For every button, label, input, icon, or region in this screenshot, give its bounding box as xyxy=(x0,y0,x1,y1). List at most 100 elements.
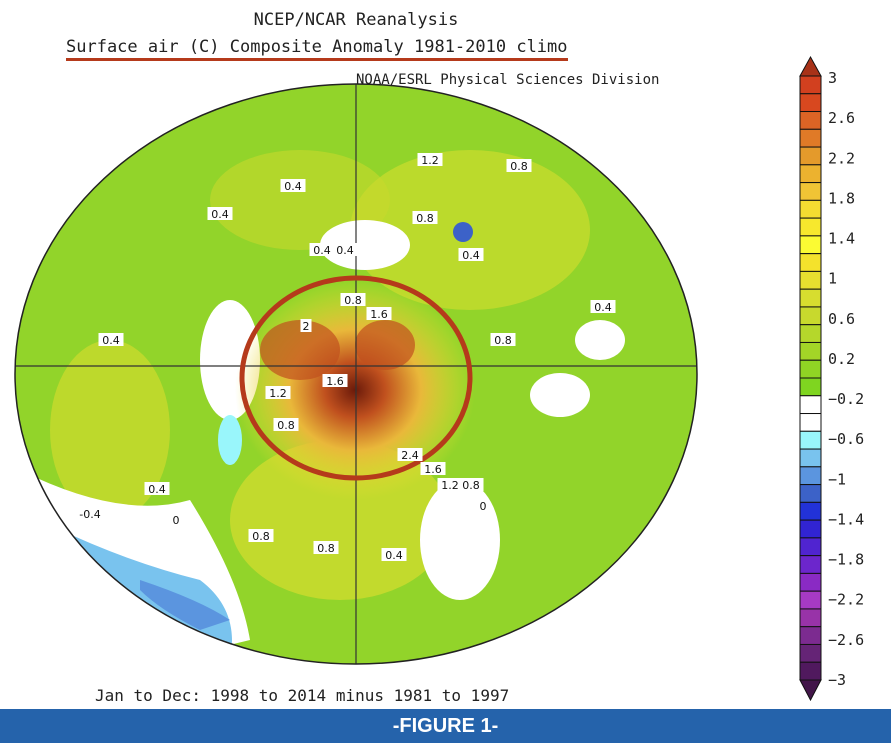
colorbar-tick-label: 0.2 xyxy=(828,350,855,368)
contour-label-bg xyxy=(309,243,335,256)
colorbar-swatch xyxy=(799,608,822,628)
contour-label-bg xyxy=(322,374,348,387)
colorbar-swatch xyxy=(799,93,822,113)
colorbar-swatch xyxy=(799,341,822,361)
contour-label: 2 xyxy=(303,320,310,333)
contour-label: 0.8 xyxy=(494,334,512,347)
contour-label: 0 xyxy=(173,514,180,527)
colorbar-tick-label: −2.2 xyxy=(828,591,864,609)
chart-title: NCEP/NCAR Reanalysis xyxy=(253,10,459,30)
colorbar-tick-label: −2.6 xyxy=(828,631,864,649)
colorbar-swatch xyxy=(799,519,822,539)
contour-label: 0.4 xyxy=(211,208,229,221)
contour-label-bg xyxy=(170,513,182,526)
colorbar-tick-label: 1.4 xyxy=(828,230,855,248)
contour-label: 0.4 xyxy=(385,549,403,562)
contour-label: 1.2 xyxy=(269,387,287,400)
colorbar-swatch xyxy=(799,288,822,308)
contour-label-bg xyxy=(412,211,438,224)
contour-label: 0.4 xyxy=(336,244,354,257)
chart-subtitle: Surface air (C) Composite Anomaly 1981-2… xyxy=(66,37,568,61)
contour-label: 0 xyxy=(480,500,487,513)
colorbar-swatch xyxy=(799,111,822,130)
contour-label-bg xyxy=(458,248,484,261)
contour-label: 0.4 xyxy=(102,334,120,347)
contour-label-bg xyxy=(366,307,392,320)
contour-label-bg xyxy=(340,293,366,306)
contour-label: 0.8 xyxy=(462,479,480,492)
map-boundary xyxy=(14,83,698,665)
contour-label-bg xyxy=(381,548,407,561)
colorbar-swatch xyxy=(799,324,822,343)
contour-label-bg xyxy=(207,207,233,220)
colorbar-tick-label: 0.6 xyxy=(828,310,855,328)
colorbar-swatch xyxy=(799,164,822,184)
contour-label-bg xyxy=(397,448,423,461)
contour-label: 1.2 xyxy=(441,479,459,492)
colorbar-swatch xyxy=(799,75,822,95)
colorbar-swatch xyxy=(799,395,822,415)
colorbar-swatch xyxy=(799,590,822,610)
colorbar-swatch xyxy=(799,377,822,397)
colorbar-swatch xyxy=(799,484,822,503)
contour-labels: 0.40.41.2 0.80.80.4 0.4 0.40.40.40.81.620.8… xyxy=(74,153,616,562)
colorbar-tick-label: −0.2 xyxy=(828,390,864,408)
contour-label: 2.4 xyxy=(401,449,419,462)
contour-label: -0.4 xyxy=(79,508,100,521)
colorbar-swatch xyxy=(799,413,822,432)
contour-label-bg xyxy=(477,499,489,512)
figure-label: -FIGURE 1- xyxy=(0,709,891,743)
colorbar-tick-label: −0.6 xyxy=(828,430,864,448)
contour-label-bg xyxy=(437,478,463,491)
colorbar-top-arrow xyxy=(799,55,822,77)
contour-label-bg xyxy=(590,300,616,313)
contour-label: 0.8 xyxy=(277,419,295,432)
colorbar-tick-label: −1 xyxy=(828,470,846,488)
colorbar-tick-label: 1 xyxy=(828,270,837,288)
colorbar-swatch xyxy=(799,199,822,219)
date-range-caption: Jan to Dec: 1998 to 2014 minus 1981 to 1… xyxy=(95,686,510,705)
colorbar-swatch xyxy=(799,146,822,166)
contour-label: 1.6 xyxy=(424,463,442,476)
colorbar-swatch xyxy=(799,626,822,645)
contour-label-bg xyxy=(300,319,312,332)
colorbar-swatch xyxy=(799,537,822,557)
colorbar-tick-label: 2.6 xyxy=(828,109,855,127)
contour-label-bg xyxy=(144,482,170,495)
colorbar: 3 2.6 2.2 1.8 1.4 1 0.6 0.2 −0.2 −0.6 −1 −1.4 −1.8 −2… xyxy=(799,55,864,702)
colorbar-tick-label: 3 xyxy=(828,69,837,87)
contour-label-bg xyxy=(74,507,106,520)
colorbar-swatch xyxy=(799,643,822,663)
colorbar-swatch xyxy=(799,182,822,201)
contour-label: 1.2 xyxy=(421,154,439,167)
colorbar-tick-label: 2.2 xyxy=(828,149,855,167)
contour-label-bg xyxy=(332,243,358,256)
contour-label-bg xyxy=(490,333,516,346)
contour-label-bg xyxy=(248,529,274,542)
colorbar-swatch xyxy=(799,270,822,290)
contour-label-bg xyxy=(313,541,339,554)
contour-label-bg xyxy=(280,179,306,192)
contour-label: 0.4 xyxy=(148,483,166,496)
colorbar-swatch xyxy=(799,217,822,237)
colorbar-swatch xyxy=(799,466,822,486)
contour-label-bg xyxy=(98,333,124,346)
colorbar-swatch xyxy=(799,661,822,681)
contour-label-bg xyxy=(273,418,299,431)
contour-label: 0.8 xyxy=(252,530,270,543)
highlight-circle xyxy=(239,275,473,481)
colorbar-tick-label: −3 xyxy=(828,671,846,689)
colorbar-swatch xyxy=(799,448,822,468)
contour-label: 0.4 xyxy=(313,244,331,257)
colorbar-swatch xyxy=(799,555,822,574)
colorbar-swatch xyxy=(799,235,822,255)
colorbar-swatch xyxy=(799,128,822,148)
colorbar-tick-label: −1.8 xyxy=(828,551,864,569)
colorbar-swatch xyxy=(799,306,822,326)
credit-text: NOAA/ESRL Physical Sciences Division xyxy=(356,72,660,88)
contour-label: 0.4 xyxy=(594,301,612,314)
contour-label: 0.4 xyxy=(284,180,302,193)
contour-label: 0.4 xyxy=(462,249,480,262)
